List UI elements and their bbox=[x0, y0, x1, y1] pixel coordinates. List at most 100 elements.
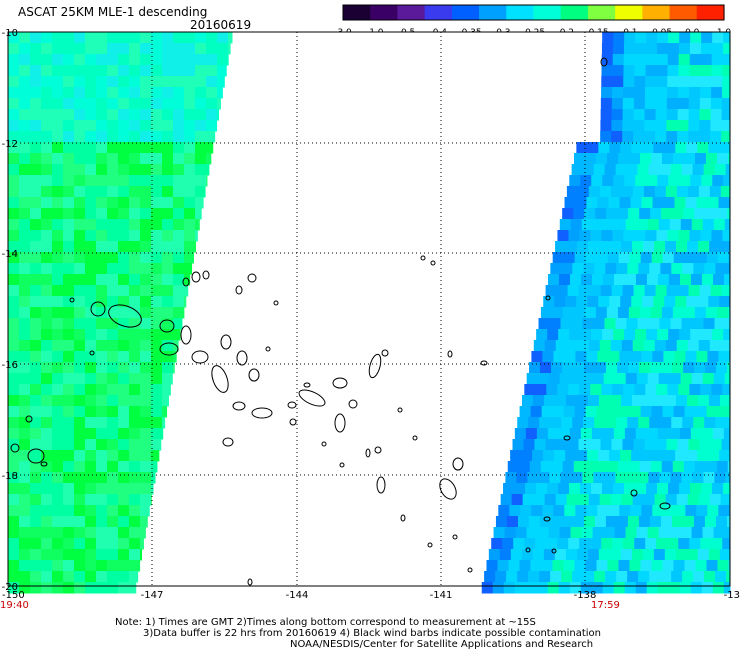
island bbox=[563, 435, 571, 441]
swath-cell bbox=[580, 483, 592, 495]
swath-cell bbox=[594, 417, 606, 429]
swath-cell bbox=[576, 142, 588, 154]
swath-cell bbox=[96, 483, 108, 495]
swath-cell bbox=[666, 98, 679, 110]
swath-cell bbox=[8, 131, 20, 143]
island bbox=[480, 360, 488, 366]
swath-cell bbox=[538, 318, 551, 330]
colorbar-swatch bbox=[479, 5, 507, 20]
island bbox=[159, 342, 179, 356]
swath-cell bbox=[665, 340, 678, 352]
swath-cell bbox=[173, 241, 185, 253]
swath-cell bbox=[633, 98, 646, 110]
swath-cell bbox=[96, 527, 108, 539]
swath-cell bbox=[173, 219, 185, 231]
swath-cell bbox=[692, 472, 704, 484]
swath-cell bbox=[140, 186, 152, 198]
swath-cell bbox=[580, 175, 592, 187]
swath-cell bbox=[173, 362, 175, 374]
swath-cell bbox=[52, 65, 64, 77]
swath-cell bbox=[140, 252, 152, 264]
swath-cell bbox=[173, 120, 185, 132]
swath-cell bbox=[85, 527, 97, 539]
swath-cell bbox=[550, 263, 562, 275]
scatterometer-swath-west bbox=[8, 32, 233, 594]
swath-cell bbox=[140, 219, 152, 231]
swath-cell bbox=[52, 428, 64, 440]
swath-cell bbox=[629, 560, 641, 572]
swath-cell bbox=[704, 263, 716, 275]
swath-cell bbox=[557, 230, 569, 242]
swath-cell bbox=[129, 560, 141, 572]
swath-cell bbox=[85, 318, 97, 330]
swath-cell bbox=[681, 164, 694, 176]
swath-cell bbox=[596, 406, 609, 418]
swath-cell bbox=[544, 340, 557, 352]
swath-cell bbox=[19, 241, 31, 253]
swath-cell bbox=[41, 351, 53, 363]
swath-cell bbox=[118, 307, 130, 319]
swath-cell bbox=[724, 219, 731, 231]
swath-cell bbox=[96, 65, 108, 77]
swath-cell bbox=[661, 153, 674, 165]
swath-cell bbox=[63, 582, 75, 594]
product-title: ASCAT 25KM MLE-1 descending bbox=[18, 5, 207, 19]
swath-cell bbox=[173, 351, 177, 363]
longitude-label: -13 bbox=[724, 590, 740, 601]
swath-cell bbox=[118, 571, 130, 583]
island bbox=[211, 365, 229, 393]
swath-cell bbox=[568, 538, 580, 550]
swath-cell bbox=[41, 186, 53, 198]
swath-cell bbox=[566, 241, 578, 253]
swath-cell bbox=[173, 307, 185, 319]
swath-cell bbox=[63, 318, 75, 330]
swath-cell bbox=[52, 263, 64, 275]
swath-cell bbox=[118, 472, 130, 484]
swath-cell bbox=[118, 219, 130, 231]
swath-cell bbox=[664, 549, 677, 561]
swath-cell bbox=[74, 340, 86, 352]
swath-cell bbox=[52, 131, 64, 143]
swath-cell bbox=[96, 571, 108, 583]
swath-cell bbox=[162, 241, 174, 253]
swath-cell bbox=[679, 32, 691, 44]
swath-cell bbox=[19, 549, 31, 561]
swath-cell bbox=[195, 76, 207, 88]
swath-cell bbox=[587, 142, 599, 154]
swath-cell bbox=[539, 516, 552, 528]
swath-cell bbox=[657, 175, 669, 187]
swath-cell bbox=[628, 307, 641, 319]
swath-cell bbox=[591, 175, 603, 187]
swath-cell bbox=[41, 307, 53, 319]
swath-cell bbox=[74, 186, 86, 198]
swath-cell bbox=[727, 208, 731, 220]
swath-cell bbox=[19, 384, 31, 396]
swath-cell bbox=[682, 417, 694, 429]
swath-cell bbox=[622, 109, 635, 121]
swath-cell bbox=[675, 395, 688, 407]
swath-cell bbox=[85, 76, 97, 88]
swath-cell bbox=[638, 571, 650, 583]
swath-cell bbox=[85, 65, 97, 77]
swath-cell bbox=[19, 406, 31, 418]
swath-cell bbox=[693, 571, 705, 583]
swath-cell bbox=[634, 87, 646, 99]
swath-cell bbox=[74, 549, 86, 561]
swath-cell bbox=[547, 329, 559, 341]
swath-cell bbox=[107, 43, 119, 55]
swath-cell bbox=[605, 571, 617, 583]
longitude-label: -147 bbox=[141, 590, 164, 601]
swath-cell bbox=[590, 230, 602, 242]
swath-cell bbox=[74, 505, 86, 517]
swath-cell bbox=[603, 373, 616, 385]
swath-cell bbox=[74, 153, 86, 165]
swath-cell bbox=[591, 329, 603, 341]
swath-cell bbox=[614, 527, 627, 539]
swath-cell bbox=[653, 450, 665, 462]
swath-cell bbox=[74, 285, 86, 297]
swath-cell bbox=[30, 439, 42, 451]
swath-cell bbox=[559, 219, 572, 231]
island bbox=[273, 300, 279, 306]
island bbox=[376, 476, 386, 494]
swath-cell bbox=[577, 494, 590, 506]
